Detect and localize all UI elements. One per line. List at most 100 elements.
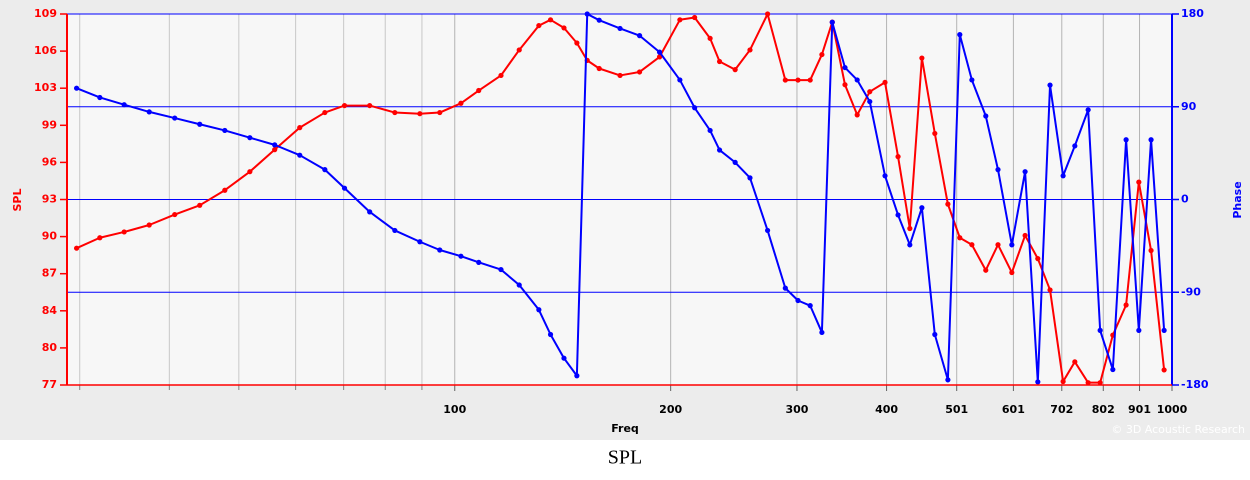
data-point — [458, 100, 464, 106]
data-point — [516, 282, 522, 288]
data-point — [957, 235, 963, 241]
data-point — [983, 113, 989, 119]
x-tick-label: 802 — [1092, 403, 1115, 416]
data-point — [476, 259, 482, 265]
data-point — [882, 173, 888, 179]
y-tick-label: 99 — [42, 118, 57, 131]
data-point — [932, 130, 938, 137]
data-point — [172, 211, 178, 218]
data-point — [829, 19, 835, 25]
data-point — [819, 51, 825, 58]
data-point — [707, 127, 713, 134]
data-point — [969, 77, 975, 83]
data-point — [1123, 302, 1129, 308]
y-tick-label: 84 — [42, 304, 58, 317]
y-tick-label: 106 — [34, 44, 57, 57]
data-point — [272, 142, 278, 148]
data-point — [932, 331, 938, 338]
data-point — [807, 77, 813, 83]
x-tick-label: 200 — [659, 403, 682, 416]
data-point — [596, 65, 602, 72]
data-point — [222, 187, 228, 193]
data-point — [995, 242, 1001, 248]
data-point — [867, 89, 873, 95]
x-tick-label: 702 — [1050, 403, 1073, 416]
y-tick-label: 109 — [34, 7, 57, 20]
data-point — [1085, 380, 1091, 386]
y2-tick-label: -90 — [1181, 285, 1201, 298]
data-point — [895, 212, 901, 218]
data-point — [1047, 287, 1053, 293]
data-point — [146, 109, 152, 115]
data-point — [536, 22, 542, 29]
y-tick-label: 90 — [42, 230, 58, 243]
data-point — [1148, 137, 1154, 143]
y-tick-label: 87 — [42, 267, 57, 280]
data-point — [322, 167, 328, 173]
data-point — [945, 377, 951, 383]
data-point — [341, 102, 348, 109]
data-point — [867, 98, 873, 105]
data-point — [498, 72, 504, 79]
data-point — [907, 242, 913, 248]
watermark: © 3D Acoustic Research — [1111, 423, 1245, 436]
data-point — [995, 167, 1001, 173]
data-point — [957, 32, 963, 38]
data-point — [854, 112, 860, 118]
data-point — [458, 253, 464, 259]
data-point — [617, 72, 623, 79]
x-tick-label: 601 — [1002, 403, 1025, 416]
x-tick-label: 501 — [945, 403, 968, 416]
data-point — [707, 35, 713, 41]
y2-tick-label: 90 — [1181, 100, 1197, 113]
data-point — [367, 209, 373, 215]
data-point — [437, 109, 443, 116]
data-point — [121, 102, 127, 108]
data-point — [561, 25, 567, 31]
y-tick-label: 103 — [34, 81, 57, 94]
data-point — [969, 242, 975, 248]
data-point — [636, 33, 643, 39]
data-point — [854, 77, 860, 83]
y-axis-label: SPL — [11, 189, 24, 212]
data-point — [367, 102, 373, 109]
data-point — [747, 47, 753, 53]
data-point — [732, 67, 738, 73]
y-tick-label: 77 — [42, 378, 57, 391]
data-point — [197, 202, 203, 208]
data-point — [1097, 380, 1103, 386]
data-point — [983, 267, 989, 273]
data-point — [73, 85, 80, 91]
x-axis-label: Freq — [611, 422, 639, 435]
data-point — [692, 14, 698, 21]
data-point — [247, 169, 253, 175]
data-point — [197, 121, 203, 127]
data-point — [1022, 169, 1028, 175]
data-point — [574, 373, 580, 379]
data-point — [1035, 256, 1041, 262]
data-point — [1085, 107, 1091, 113]
data-point — [795, 297, 801, 304]
data-point — [819, 329, 825, 336]
data-point — [1136, 179, 1142, 185]
data-point — [732, 159, 738, 165]
y-tick-label: 80 — [42, 341, 58, 354]
data-point — [172, 115, 178, 121]
data-point — [1123, 137, 1129, 143]
data-point — [547, 331, 554, 338]
data-point — [807, 303, 813, 309]
data-point — [716, 147, 723, 153]
x-tick-label: 1000 — [1157, 403, 1188, 416]
data-point — [97, 94, 103, 101]
y2-tick-label: -180 — [1181, 378, 1209, 391]
data-point — [895, 154, 901, 160]
data-point — [1110, 366, 1116, 373]
data-point — [297, 125, 303, 131]
data-point — [1060, 173, 1066, 179]
data-point — [476, 87, 482, 94]
x-tick-label: 901 — [1128, 403, 1151, 416]
x-tick-label: 100 — [443, 403, 466, 416]
data-point — [1035, 379, 1041, 385]
data-point — [1136, 327, 1142, 333]
